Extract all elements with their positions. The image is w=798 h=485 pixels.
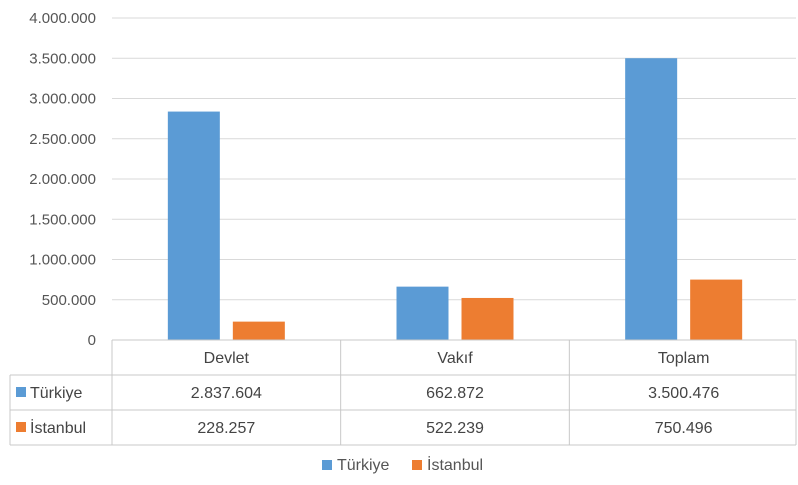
data-label: 522.239	[426, 420, 484, 437]
data-label: 750.496	[655, 420, 713, 437]
y-tick-label: 1.000.000	[29, 252, 96, 269]
y-tick-label: 4.000.000	[29, 10, 96, 27]
y-tick-label: 0	[88, 332, 96, 349]
data-label: 662.872	[426, 385, 484, 402]
table-series-name: Türkiye	[30, 385, 83, 402]
bars	[167, 58, 743, 341]
y-tick-label: 3.500.000	[29, 50, 96, 67]
legend-label: İstanbul	[427, 455, 483, 474]
legend: Türkiye İstanbul	[322, 455, 483, 474]
y-tick-label: 1.500.000	[29, 211, 96, 228]
table-legend-key	[16, 387, 26, 397]
y-tick-label: 3.000.000	[29, 91, 96, 108]
bar-istanbul-1	[461, 297, 514, 340]
bar-istanbul-2	[690, 279, 743, 340]
table-series-name: İstanbul	[30, 418, 86, 437]
bar-turkiye-2	[625, 58, 678, 341]
bar-turkiye-1	[396, 286, 449, 340]
gridlines	[112, 17, 796, 341]
data-label: 2.837.604	[191, 385, 262, 402]
y-tick-label: 500.000	[42, 292, 96, 309]
data-table: Devlet Vakıf Toplam Türkiye 2.837.604 662.872…	[9, 339, 797, 446]
legend-swatch	[412, 460, 422, 470]
data-label: 3.500.476	[648, 385, 719, 402]
x-category-label: Devlet	[204, 350, 250, 367]
y-axis-ticks: 0 500.000 1.000.000 1.500.000 2.000.000 2.500…	[29, 10, 96, 349]
y-tick-label: 2.500.000	[29, 131, 96, 148]
x-category-label: Toplam	[658, 350, 710, 367]
legend-swatch	[322, 460, 332, 470]
bar-istanbul-0	[232, 321, 285, 340]
legend-label: Türkiye	[337, 457, 390, 474]
y-tick-label: 2.000.000	[29, 171, 96, 188]
x-category-label: Vakıf	[437, 350, 473, 367]
table-legend-key	[16, 422, 26, 432]
data-label: 228.257	[197, 420, 255, 437]
bar-turkiye-0	[167, 111, 220, 340]
